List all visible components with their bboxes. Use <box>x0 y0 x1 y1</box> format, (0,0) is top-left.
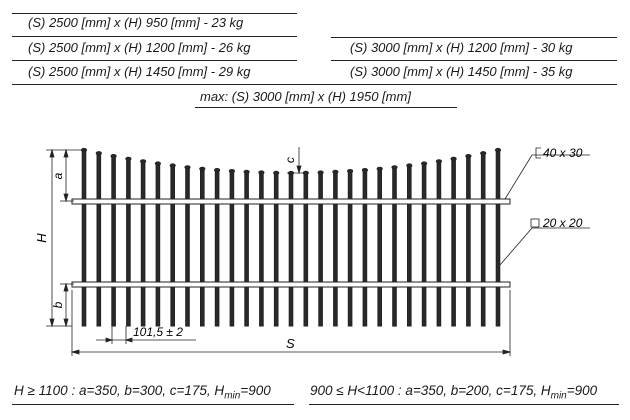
spec-table-top-rule <box>12 13 297 14</box>
note-right-prefix: 900 ≤ H<1100 : a=350, b=200, c=175, H <box>310 383 551 398</box>
picket-cap <box>140 159 147 164</box>
picket-cap <box>421 161 428 166</box>
picket-cap <box>465 154 472 159</box>
picket <box>407 165 412 327</box>
picket <box>185 166 190 327</box>
picket <box>96 152 102 327</box>
picket-cap <box>347 169 354 174</box>
height-dimension <box>46 148 86 328</box>
picket-cap <box>332 169 339 174</box>
spec-table-rule <box>12 36 297 37</box>
picket <box>214 169 220 327</box>
picket <box>495 149 501 327</box>
picket-cap <box>376 166 383 171</box>
rail-profile-label: 40 x 30 <box>543 146 583 160</box>
picket-cap <box>317 170 324 175</box>
picket <box>333 171 338 327</box>
picket-cap <box>95 151 102 156</box>
picket <box>244 171 249 327</box>
picket-cap <box>435 159 442 164</box>
picket-cap <box>361 168 368 173</box>
picket-cap <box>125 156 132 161</box>
picket <box>451 158 456 327</box>
picket-cap <box>169 163 176 168</box>
spec-max-row: max: (S) 3000 [mm] x (H) 1950 [mm] <box>200 89 411 104</box>
picket <box>126 158 131 327</box>
picket <box>377 168 382 327</box>
picket-cap <box>110 154 117 159</box>
picket <box>155 163 161 327</box>
spec-row-right-1: (S) 3000 [mm] x (H) 1200 [mm] - 30 kg <box>350 40 573 55</box>
spacing-dimension <box>96 326 196 344</box>
picket <box>303 172 309 327</box>
picket <box>362 169 368 327</box>
note-left-sub: min <box>224 390 241 402</box>
picket-cap <box>391 165 398 170</box>
rail-profile-callout <box>504 147 590 200</box>
picket <box>436 160 442 327</box>
spec-table-right-top-rule <box>331 37 617 38</box>
note-right-rule <box>309 404 619 405</box>
label-H: H <box>34 233 49 243</box>
spec-table-rule <box>331 60 617 61</box>
note-right-suffix: =900 <box>566 383 598 398</box>
picket-cap <box>199 166 206 171</box>
width-dimension <box>70 290 512 356</box>
bottom-rail <box>71 281 511 288</box>
picket <box>318 172 323 327</box>
picket <box>111 155 116 327</box>
label-b: b <box>51 301 65 308</box>
spec-row-left-3: (S) 2500 [mm] x (H) 1450 [mm] - 29 kg <box>28 64 251 79</box>
picket <box>466 155 471 327</box>
note-left-rule <box>12 404 294 405</box>
picket-cap <box>184 165 191 170</box>
spec-row-left-2: (S) 2500 [mm] x (H) 1200 [mm] - 26 kg <box>28 40 251 55</box>
spec-table-rule <box>12 60 297 61</box>
note-left-suffix: =900 <box>240 383 271 398</box>
picket-profile-callout <box>499 218 590 266</box>
label-a: a <box>51 172 65 179</box>
note-left: H ≥ 1100 : a=350, b=300, c=175, Hmin=900 <box>14 383 271 402</box>
label-c: c <box>283 157 297 163</box>
spec-row-left-1: (S) 2500 [mm] x (H) 950 [mm] - 23 kg <box>28 15 244 30</box>
picket <box>170 165 175 327</box>
spec-row-right-2: (S) 3000 [mm] x (H) 1450 [mm] - 35 kg <box>350 64 573 79</box>
picket-profile-label: 20 x 20 <box>542 216 583 230</box>
picket-cap <box>214 168 221 173</box>
picket-cap <box>228 169 235 174</box>
note-right: 900 ≤ H<1100 : a=350, b=200, c=175, Hmin… <box>310 383 597 402</box>
picket <box>392 166 397 327</box>
pickets <box>80 147 502 327</box>
picket <box>81 149 87 327</box>
spec-max-bottom-rule <box>195 107 457 108</box>
picket <box>140 160 146 327</box>
note-left-prefix: H ≥ 1100 : a=350, b=300, c=175, H <box>14 383 225 398</box>
picket <box>480 152 486 327</box>
note-right-sub: min <box>550 390 567 402</box>
picket-cap <box>406 163 413 168</box>
picket-cap <box>154 161 161 166</box>
picket <box>273 172 279 327</box>
spec-table-rule <box>12 84 617 85</box>
picket-cap <box>243 169 250 174</box>
picket-cap <box>273 170 280 175</box>
spacing-label: 101,5 ± 2 <box>133 325 183 339</box>
picket-cap <box>450 156 457 161</box>
picket <box>229 170 235 327</box>
picket-cap <box>494 147 502 153</box>
picket <box>347 170 353 327</box>
top-rail <box>71 198 511 205</box>
picket <box>200 168 205 327</box>
picket-cap <box>258 170 265 175</box>
picket <box>421 163 427 327</box>
picket-cap <box>480 151 487 156</box>
picket <box>259 172 264 327</box>
c-dimension <box>287 147 307 175</box>
picket <box>288 172 294 327</box>
label-S: S <box>286 336 295 351</box>
